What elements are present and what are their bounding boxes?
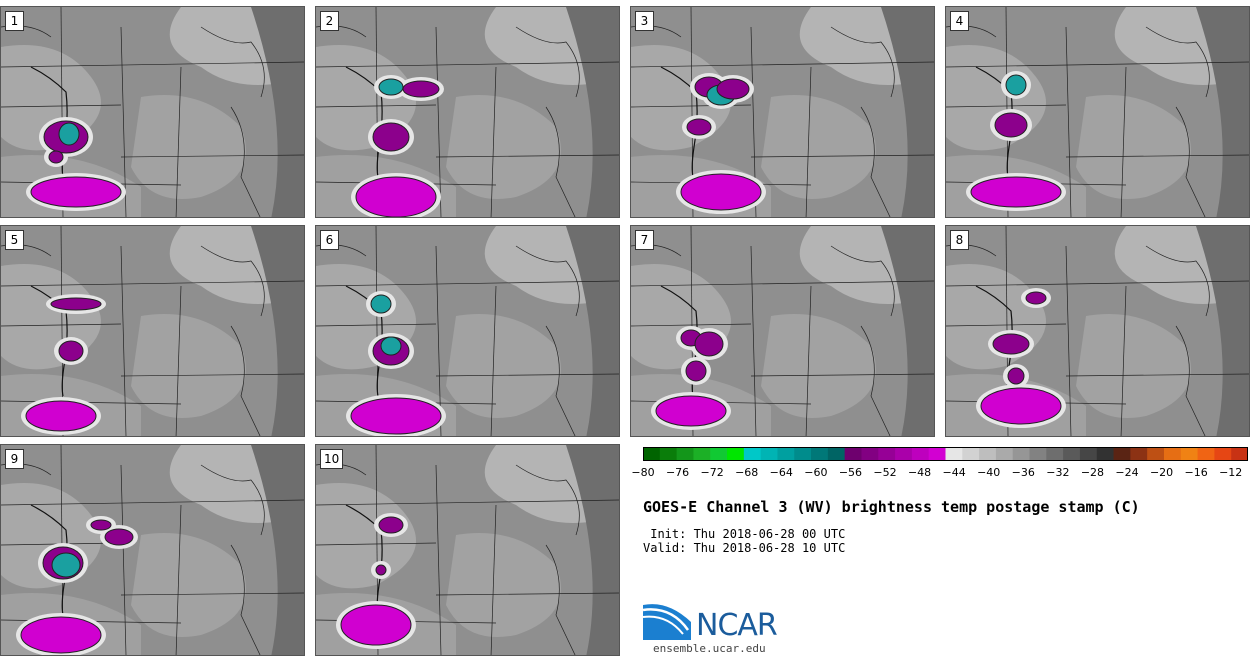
colorbar-tick-label: −20 [1149,466,1174,479]
colorbar-swatch [827,447,846,461]
colorbar-swatch [676,447,694,461]
logo-url: ensemble.ucar.edu [653,642,766,655]
colorbar-tick-label: −24 [1115,466,1139,479]
colorbar-ticks: −80 −76 −72 −68 −64 −60 −56 −52 −48 −44 −40 −36 −32−… [631,460,1260,490]
panel-map [1,226,304,436]
colorbar-tick-label: −40 [977,466,1001,479]
colorbar-swatch [878,447,896,461]
panel-number: 7 [635,230,654,250]
colorbar-swatch [979,447,997,461]
colorbar-tick-label: −76 [665,466,690,479]
colorbar-swatch [928,447,946,461]
panel-map [316,226,619,436]
colorbar-tick-label: −36 [1011,466,1035,479]
postage-stamp-panel-9: 9 [0,444,305,656]
init-time: Init: Thu 2018-06-28 00 UTC [643,527,846,541]
postage-stamp-panel-3: 3 [630,6,935,218]
valid-time: Valid: Thu 2018-06-28 10 UTC [643,541,846,555]
colorbar-tick-label: −60 [804,466,828,479]
panel-number: 10 [320,449,344,469]
colorbar-tick-label: −68 [735,466,759,479]
postage-stamp-panel-4: 4 [945,6,1250,218]
colorbar-swatch [1029,447,1047,461]
colorbar-swatch [1214,447,1232,461]
colorbar-swatch [1012,447,1031,461]
colorbar-frame [643,447,1248,461]
colorbar-tick-label: −72 [700,466,724,479]
panel-number: 6 [320,230,339,250]
colorbar-swatch [911,447,930,461]
colorbar-swatch [1113,447,1131,461]
colorbar-swatch [1147,447,1165,461]
colorbar-swatch [811,447,829,461]
postage-stamp-panel-8: 8 [945,225,1250,437]
postage-stamp-panel-7: 7 [630,225,935,437]
ncar-logo-icon [643,604,691,640]
colorbar-swatch [1096,447,1115,461]
panel-map [946,226,1249,436]
panel-map [316,7,619,217]
colorbar-tick-label: −28 [1080,466,1105,479]
colorbar-swatch [777,447,795,461]
colorbar-swatch [995,447,1014,461]
colorbar-swatch [727,447,745,461]
colorbar-swatch [1063,447,1081,461]
panel-number: 2 [320,11,339,31]
colorbar-swatch [844,447,862,461]
panel-number: 1 [5,11,24,31]
logo-wordmark: NCAR [696,608,778,643]
colorbar-tick-label: −16 [1184,466,1208,479]
panel-number: 5 [5,230,24,250]
panel-map [631,226,934,436]
colorbar-swatch [693,447,711,461]
colorbar-swatch [710,447,728,461]
colorbar-swatch [1163,447,1182,461]
panel-map [1,445,304,655]
colorbar-swatch [1046,447,1064,461]
colorbar-swatch [794,447,812,461]
colorbar-swatch [659,447,678,461]
colorbar-tick-label: −12 [1219,466,1243,479]
colorbar-swatch [895,447,913,461]
colorbar-swatch [1197,447,1215,461]
colorbar-swatch [643,447,661,461]
colorbar-swatch [1079,447,1098,461]
colorbar-swatch [962,447,980,461]
panel-number: 8 [950,230,969,250]
figure-title: GOES-E Channel 3 (WV) brightness temp po… [643,498,1140,516]
colorbar-tick-label: −44 [942,466,966,479]
panel-number: 3 [635,11,654,31]
colorbar [643,447,1248,461]
postage-stamp-panel-6: 6 [315,225,620,437]
colorbar-swatch [760,447,778,461]
colorbar-swatch [1180,447,1199,461]
panel-map [631,7,934,217]
panel-map [1,7,304,217]
colorbar-tick-label: −64 [769,466,793,479]
colorbar-swatch [743,447,762,461]
colorbar-tick-label: −56 [838,466,863,479]
colorbar-swatch [1130,447,1148,461]
colorbar-swatch [945,447,963,461]
panel-number: 9 [5,449,24,469]
panel-map [946,7,1249,217]
panel-number: 4 [950,11,969,31]
panel-map [316,445,619,655]
postage-stamp-panel-5: 5 [0,225,305,437]
colorbar-tick-label: −52 [873,466,897,479]
colorbar-tick-label: −32 [1046,466,1070,479]
colorbar-swatch [861,447,879,461]
postage-stamp-panel-2: 2 [315,6,620,218]
colorbar-tick-label: −48 [907,466,932,479]
colorbar-swatch [1231,447,1248,461]
postage-stamp-panel-1: 1 [0,6,305,218]
postage-stamp-panel-10: 10 [315,444,620,656]
colorbar-tick-label: −80 [631,466,655,479]
